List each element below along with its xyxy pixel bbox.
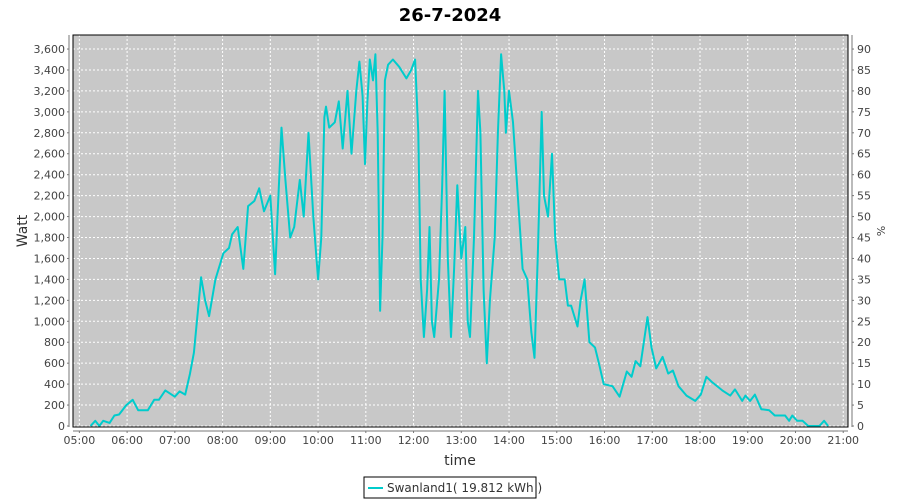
y2-tick-label: 50 — [857, 211, 871, 224]
y2-tick-label: 35 — [857, 273, 871, 286]
x-tick-label: 18:00 — [684, 434, 716, 447]
x-tick-label: 10:00 — [302, 434, 334, 447]
x-tick-label: 21:00 — [827, 434, 859, 447]
y2-axis-label: % — [874, 226, 887, 236]
y-tick-label: 1,200 — [34, 294, 66, 307]
y2-tick-label: 10 — [857, 378, 871, 391]
y2-tick-label: 55 — [857, 190, 871, 203]
x-tick-label: 15:00 — [541, 434, 573, 447]
legend-label: Swanland1( 19.812 kWh ) — [387, 481, 542, 495]
y-tick-label: 3,400 — [34, 64, 66, 77]
series-layer — [89, 53, 829, 427]
x-tick-label: 20:00 — [780, 434, 812, 447]
x-tick-label: 12:00 — [398, 434, 430, 447]
x-tick-label: 09:00 — [254, 434, 286, 447]
x-tick-label: 07:00 — [159, 434, 191, 447]
chart-title: 26-7-2024 — [399, 5, 502, 26]
y2-tick-label: 45 — [857, 232, 871, 245]
axes: 0 0 200 5 400 10 600 15 800 20 1,000 25 1,200 30 1,400… — [34, 35, 871, 447]
y2-tick-label: 65 — [857, 148, 871, 161]
y-tick-label: 3,000 — [34, 106, 66, 119]
x-tick-label: 13:00 — [445, 434, 477, 447]
y2-tick-label: 75 — [857, 106, 871, 119]
y-tick-label: 800 — [44, 336, 65, 349]
y2-tick-label: 30 — [857, 294, 871, 307]
y2-tick-label: 0 — [857, 420, 864, 433]
y2-tick-label: 70 — [857, 127, 871, 140]
y2-tick-label: 90 — [857, 43, 871, 56]
y-tick-label: 1,600 — [34, 252, 66, 265]
y-tick-label: 2,400 — [34, 169, 66, 182]
y-tick-label: 2,800 — [34, 127, 66, 140]
y-tick-label: 0 — [58, 420, 65, 433]
plot-border — [72, 34, 849, 428]
x-tick-label: 16:00 — [589, 434, 621, 447]
y2-tick-label: 40 — [857, 252, 871, 265]
y2-tick-label: 20 — [857, 336, 871, 349]
y-tick-label: 1,400 — [34, 273, 66, 286]
y2-tick-label: 60 — [857, 169, 871, 182]
y2-tick-label: 80 — [857, 85, 871, 98]
x-tick-label: 17:00 — [636, 434, 668, 447]
series-line-swanland1 — [89, 53, 829, 427]
y-axis-label: Watt — [15, 214, 31, 247]
legend[interactable]: Swanland1( 19.812 kWh ) — [363, 476, 542, 499]
y-tick-label: 3,600 — [34, 43, 66, 56]
grid — [73, 35, 848, 427]
x-tick-label: 19:00 — [732, 434, 764, 447]
y-tick-label: 200 — [44, 399, 65, 412]
y-tick-label: 600 — [44, 357, 65, 370]
legend-box — [363, 476, 537, 499]
y-tick-label: 400 — [44, 378, 65, 391]
y-tick-label: 2,000 — [34, 211, 66, 224]
y-tick-label: 1,800 — [34, 232, 66, 245]
y2-tick-label: 85 — [857, 64, 871, 77]
y-tick-label: 2,200 — [34, 190, 66, 203]
x-axis-label: time — [444, 453, 476, 469]
x-tick-label: 08:00 — [207, 434, 239, 447]
x-tick-label: 05:00 — [64, 434, 96, 447]
y-tick-label: 1,000 — [34, 315, 66, 328]
x-tick-label: 11:00 — [350, 434, 382, 447]
y-tick-label: 2,600 — [34, 148, 66, 161]
x-tick-label: 14:00 — [493, 434, 525, 447]
y-tick-label: 3,200 — [34, 85, 66, 98]
y2-tick-label: 15 — [857, 357, 871, 370]
x-tick-label: 06:00 — [111, 434, 143, 447]
y2-tick-label: 25 — [857, 315, 871, 328]
y2-tick-label: 5 — [857, 399, 864, 412]
